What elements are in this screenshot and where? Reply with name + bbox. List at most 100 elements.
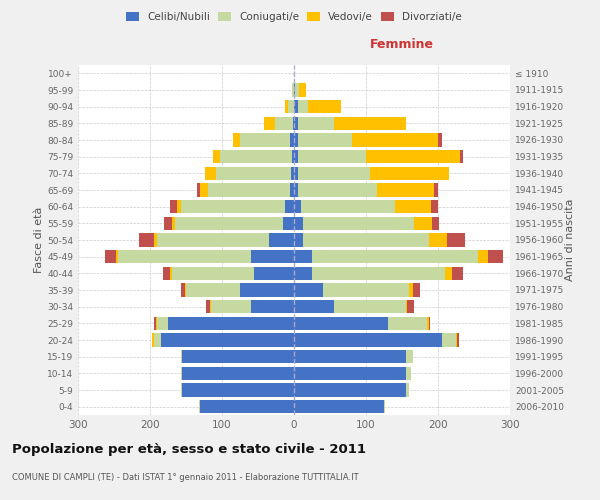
Bar	[286, 200, 294, 213]
Bar	[106, 250, 116, 264]
Bar	[413, 284, 420, 296]
Bar	[181, 284, 185, 296]
Bar	[294, 84, 295, 96]
Bar	[186, 284, 240, 296]
Legend: Celibi/Nubili, Coniugati/e, Vedovi/e, Divorziati/e: Celibi/Nubili, Coniugati/e, Vedovi/e, Di…	[122, 8, 466, 26]
Bar	[290, 134, 294, 146]
Bar	[406, 384, 409, 396]
Bar	[431, 200, 438, 213]
Text: COMUNE DI CAMPLI (TE) - Dati ISTAT 1° gennaio 2011 - Elaborazione TUTTITALIA.IT: COMUNE DI CAMPLI (TE) - Dati ISTAT 1° ge…	[12, 472, 359, 482]
Bar	[254, 266, 294, 280]
Bar	[294, 116, 298, 130]
Bar	[181, 384, 182, 396]
Bar	[298, 184, 377, 196]
Bar	[294, 250, 312, 264]
Bar	[200, 400, 294, 413]
Bar	[212, 150, 220, 164]
Bar	[116, 250, 118, 264]
Bar	[294, 300, 334, 314]
Bar	[251, 250, 294, 264]
Bar	[298, 166, 370, 180]
Bar	[445, 266, 452, 280]
Bar	[199, 400, 200, 413]
Bar	[152, 334, 154, 346]
Bar	[294, 216, 302, 230]
Bar	[163, 266, 170, 280]
Bar	[446, 234, 464, 246]
Bar	[407, 300, 414, 314]
Bar	[170, 266, 172, 280]
Bar	[298, 116, 334, 130]
Bar	[406, 366, 412, 380]
Bar	[154, 334, 161, 346]
Bar	[293, 116, 294, 130]
Y-axis label: Fasce di età: Fasce di età	[34, 207, 44, 273]
Bar	[290, 184, 294, 196]
Bar	[182, 350, 294, 364]
Bar	[294, 134, 298, 146]
Bar	[275, 116, 293, 130]
Bar	[182, 366, 294, 380]
Bar	[294, 200, 301, 213]
Bar	[291, 166, 294, 180]
Bar	[457, 334, 459, 346]
Bar	[181, 366, 182, 380]
Bar	[294, 384, 406, 396]
Bar	[406, 300, 407, 314]
Bar	[334, 300, 406, 314]
Bar	[157, 234, 269, 246]
Bar	[294, 366, 406, 380]
Bar	[428, 234, 446, 246]
Bar	[434, 184, 438, 196]
Bar	[292, 150, 294, 164]
Bar	[170, 200, 178, 213]
Bar	[294, 266, 312, 280]
Bar	[414, 216, 432, 230]
Text: Femmine: Femmine	[370, 38, 434, 51]
Bar	[428, 316, 430, 330]
Bar	[334, 116, 406, 130]
Bar	[154, 316, 156, 330]
Bar	[185, 284, 186, 296]
Bar	[154, 234, 157, 246]
Bar	[294, 334, 442, 346]
Bar	[139, 234, 154, 246]
Bar	[298, 150, 366, 164]
Bar	[118, 250, 251, 264]
Bar	[210, 300, 211, 314]
Text: Popolazione per età, sesso e stato civile - 2011: Popolazione per età, sesso e stato civil…	[12, 442, 366, 456]
Bar	[312, 266, 445, 280]
Bar	[312, 250, 478, 264]
Bar	[442, 334, 456, 346]
Bar	[352, 134, 438, 146]
Bar	[294, 316, 388, 330]
Bar	[240, 284, 294, 296]
Bar	[406, 350, 413, 364]
Bar	[211, 300, 251, 314]
Bar	[438, 134, 442, 146]
Bar	[294, 166, 298, 180]
Bar	[456, 334, 457, 346]
Bar	[395, 200, 431, 213]
Bar	[206, 300, 210, 314]
Bar	[294, 150, 298, 164]
Bar	[182, 384, 294, 396]
Bar	[294, 234, 302, 246]
Bar	[181, 350, 182, 364]
Bar	[161, 334, 294, 346]
Bar	[460, 150, 463, 164]
Bar	[302, 234, 428, 246]
Bar	[172, 216, 175, 230]
Y-axis label: Anni di nascita: Anni di nascita	[565, 198, 575, 281]
Bar	[478, 250, 488, 264]
Bar	[264, 116, 275, 130]
Bar	[156, 316, 157, 330]
Bar	[298, 100, 308, 114]
Bar	[366, 150, 460, 164]
Bar	[172, 266, 254, 280]
Bar	[370, 166, 449, 180]
Bar	[284, 100, 288, 114]
Bar	[299, 84, 306, 96]
Bar	[294, 100, 298, 114]
Bar	[295, 84, 299, 96]
